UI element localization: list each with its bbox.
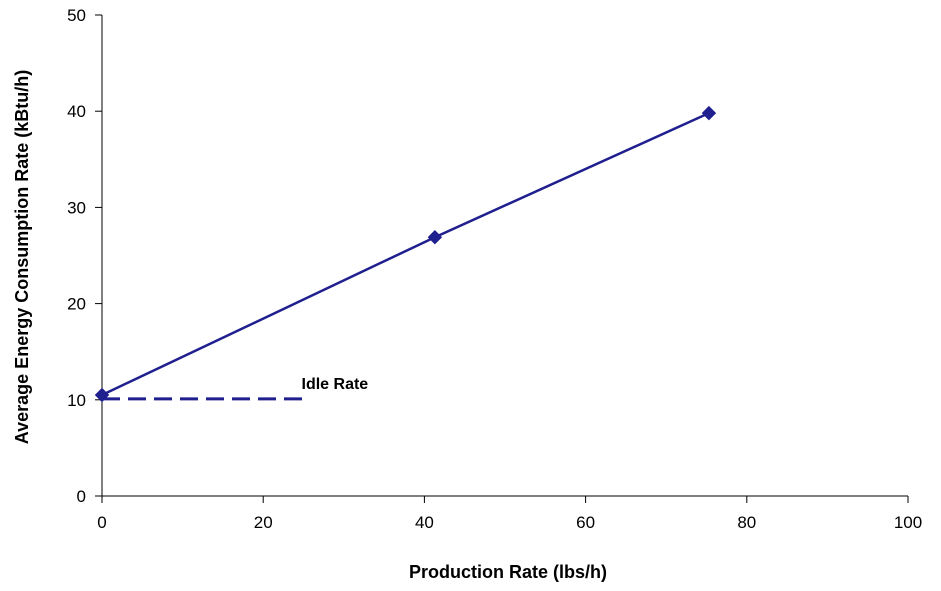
y-axis-title: Average Energy Consumption Rate (kBtu/h) <box>12 70 32 444</box>
y-tick-label: 50 <box>67 6 86 25</box>
y-tick-label: 40 <box>67 102 86 121</box>
y-tick-label: 30 <box>67 198 86 217</box>
x-tick-label: 60 <box>576 513 595 532</box>
y-tick-label: 20 <box>67 295 86 314</box>
idle-rate-label: Idle Rate <box>302 376 369 393</box>
x-tick-label: 0 <box>97 513 106 532</box>
x-axis-title: Production Rate (lbs/h) <box>409 562 607 582</box>
x-tick-label: 20 <box>254 513 273 532</box>
annotations: Idle Rate <box>102 376 369 401</box>
data-point-marker <box>427 230 443 245</box>
data-point-marker <box>94 387 110 403</box>
y-tick-label: 10 <box>67 391 86 410</box>
x-tick-label: 40 <box>415 513 434 532</box>
data-point-marker <box>701 105 717 121</box>
series-line <box>101 111 710 397</box>
axes <box>101 15 908 497</box>
tick-marks: 0 20 40 60 80 100 0 10 20 30 40 50 <box>67 6 922 532</box>
y-tick-label: 0 <box>77 487 86 506</box>
x-tick-label: 80 <box>737 513 756 532</box>
x-tick-label: 100 <box>894 513 922 532</box>
data-series <box>94 105 717 403</box>
